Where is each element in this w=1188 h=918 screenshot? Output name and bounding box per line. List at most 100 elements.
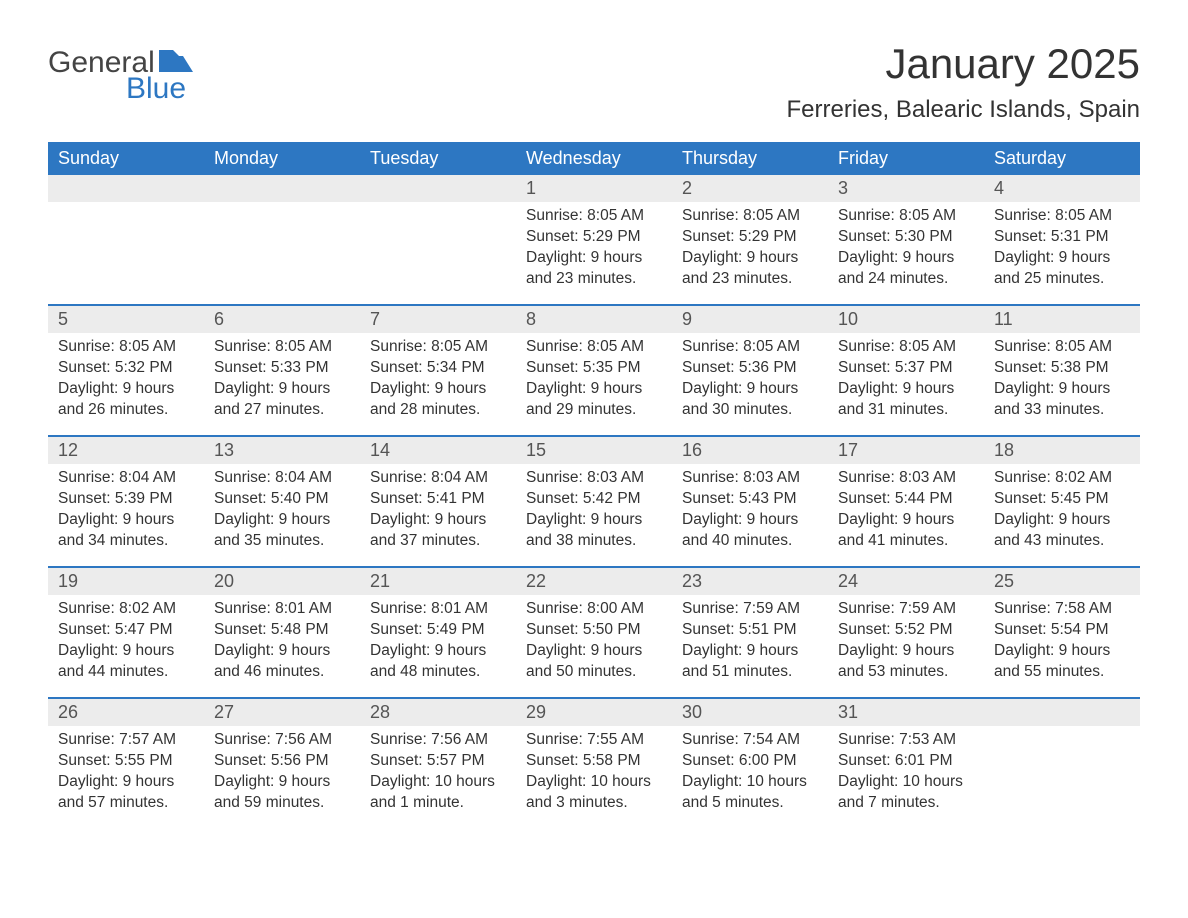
calendar-day-cell: 21Sunrise: 8:01 AMSunset: 5:49 PMDayligh… bbox=[360, 568, 516, 698]
sunset-text: Sunset: 5:52 PM bbox=[838, 620, 974, 641]
daylight-text: and 37 minutes. bbox=[370, 531, 506, 552]
daylight-text: Daylight: 9 hours bbox=[214, 772, 350, 793]
day-number-empty bbox=[984, 699, 1140, 726]
daylight-text: and 46 minutes. bbox=[214, 662, 350, 683]
day-details: Sunrise: 8:05 AMSunset: 5:34 PMDaylight:… bbox=[360, 333, 516, 431]
calendar-day-cell: 7Sunrise: 8:05 AMSunset: 5:34 PMDaylight… bbox=[360, 306, 516, 436]
sunrise-text: Sunrise: 8:01 AM bbox=[370, 599, 506, 620]
weekday-header: Saturday bbox=[984, 142, 1140, 175]
day-details: Sunrise: 8:00 AMSunset: 5:50 PMDaylight:… bbox=[516, 595, 672, 693]
sunset-text: Sunset: 5:42 PM bbox=[526, 489, 662, 510]
day-number: 6 bbox=[204, 306, 360, 333]
daylight-text: Daylight: 9 hours bbox=[214, 379, 350, 400]
sunset-text: Sunset: 5:50 PM bbox=[526, 620, 662, 641]
daylight-text: Daylight: 10 hours bbox=[526, 772, 662, 793]
daylight-text: and 30 minutes. bbox=[682, 400, 818, 421]
day-number: 18 bbox=[984, 437, 1140, 464]
day-details: Sunrise: 8:05 AMSunset: 5:35 PMDaylight:… bbox=[516, 333, 672, 431]
sunrise-text: Sunrise: 7:55 AM bbox=[526, 730, 662, 751]
day-number: 20 bbox=[204, 568, 360, 595]
day-number: 26 bbox=[48, 699, 204, 726]
daylight-text: Daylight: 9 hours bbox=[526, 641, 662, 662]
day-details: Sunrise: 8:05 AMSunset: 5:29 PMDaylight:… bbox=[672, 202, 828, 300]
daylight-text: and 33 minutes. bbox=[994, 400, 1130, 421]
weekday-header: Thursday bbox=[672, 142, 828, 175]
sunset-text: Sunset: 5:29 PM bbox=[682, 227, 818, 248]
daylight-text: and 50 minutes. bbox=[526, 662, 662, 683]
day-number: 30 bbox=[672, 699, 828, 726]
daylight-text: Daylight: 9 hours bbox=[682, 641, 818, 662]
day-details: Sunrise: 7:58 AMSunset: 5:54 PMDaylight:… bbox=[984, 595, 1140, 693]
daylight-text: and 7 minutes. bbox=[838, 793, 974, 814]
sunset-text: Sunset: 5:44 PM bbox=[838, 489, 974, 510]
daylight-text: Daylight: 9 hours bbox=[994, 248, 1130, 269]
sunset-text: Sunset: 5:37 PM bbox=[838, 358, 974, 379]
day-number: 31 bbox=[828, 699, 984, 726]
day-number: 24 bbox=[828, 568, 984, 595]
daylight-text: and 59 minutes. bbox=[214, 793, 350, 814]
daylight-text: and 43 minutes. bbox=[994, 531, 1130, 552]
day-number: 7 bbox=[360, 306, 516, 333]
daylight-text: Daylight: 9 hours bbox=[994, 510, 1130, 531]
month-title: January 2025 bbox=[787, 40, 1140, 88]
calendar-day-cell bbox=[48, 175, 204, 305]
calendar-day-cell: 26Sunrise: 7:57 AMSunset: 5:55 PMDayligh… bbox=[48, 699, 204, 829]
day-details: Sunrise: 8:05 AMSunset: 5:29 PMDaylight:… bbox=[516, 202, 672, 300]
day-details: Sunrise: 8:04 AMSunset: 5:40 PMDaylight:… bbox=[204, 464, 360, 562]
calendar-day-cell: 14Sunrise: 8:04 AMSunset: 5:41 PMDayligh… bbox=[360, 437, 516, 567]
calendar-day-cell: 30Sunrise: 7:54 AMSunset: 6:00 PMDayligh… bbox=[672, 699, 828, 829]
daylight-text: and 53 minutes. bbox=[838, 662, 974, 683]
daylight-text: Daylight: 9 hours bbox=[682, 248, 818, 269]
sunrise-text: Sunrise: 8:03 AM bbox=[838, 468, 974, 489]
calendar-day-cell: 28Sunrise: 7:56 AMSunset: 5:57 PMDayligh… bbox=[360, 699, 516, 829]
daylight-text: Daylight: 9 hours bbox=[214, 641, 350, 662]
logo-word-blue: Blue bbox=[126, 72, 186, 106]
calendar-body: 1Sunrise: 8:05 AMSunset: 5:29 PMDaylight… bbox=[48, 175, 1140, 829]
sunset-text: Sunset: 5:41 PM bbox=[370, 489, 506, 510]
sunrise-text: Sunrise: 7:53 AM bbox=[838, 730, 974, 751]
day-number: 22 bbox=[516, 568, 672, 595]
day-number-empty bbox=[360, 175, 516, 202]
day-number: 14 bbox=[360, 437, 516, 464]
calendar-day-cell: 19Sunrise: 8:02 AMSunset: 5:47 PMDayligh… bbox=[48, 568, 204, 698]
calendar-day-cell: 9Sunrise: 8:05 AMSunset: 5:36 PMDaylight… bbox=[672, 306, 828, 436]
sunset-text: Sunset: 5:38 PM bbox=[994, 358, 1130, 379]
calendar-day-cell: 17Sunrise: 8:03 AMSunset: 5:44 PMDayligh… bbox=[828, 437, 984, 567]
sunrise-text: Sunrise: 8:05 AM bbox=[682, 337, 818, 358]
daylight-text: Daylight: 9 hours bbox=[370, 379, 506, 400]
day-number-empty bbox=[48, 175, 204, 202]
day-number: 21 bbox=[360, 568, 516, 595]
header-row: General Blue January 2025 Ferreries, Bal… bbox=[48, 40, 1140, 136]
calendar-week: 19Sunrise: 8:02 AMSunset: 5:47 PMDayligh… bbox=[48, 568, 1140, 698]
day-details: Sunrise: 8:05 AMSunset: 5:31 PMDaylight:… bbox=[984, 202, 1140, 300]
sunset-text: Sunset: 5:29 PM bbox=[526, 227, 662, 248]
calendar-table: Sunday Monday Tuesday Wednesday Thursday… bbox=[48, 142, 1140, 829]
sunset-text: Sunset: 5:48 PM bbox=[214, 620, 350, 641]
day-number: 19 bbox=[48, 568, 204, 595]
daylight-text: and 55 minutes. bbox=[994, 662, 1130, 683]
calendar-day-cell: 3Sunrise: 8:05 AMSunset: 5:30 PMDaylight… bbox=[828, 175, 984, 305]
calendar-day-cell: 13Sunrise: 8:04 AMSunset: 5:40 PMDayligh… bbox=[204, 437, 360, 567]
weekday-header: Sunday bbox=[48, 142, 204, 175]
sunset-text: Sunset: 5:32 PM bbox=[58, 358, 194, 379]
day-details: Sunrise: 8:03 AMSunset: 5:44 PMDaylight:… bbox=[828, 464, 984, 562]
daylight-text: and 40 minutes. bbox=[682, 531, 818, 552]
sunset-text: Sunset: 6:00 PM bbox=[682, 751, 818, 772]
sunrise-text: Sunrise: 7:56 AM bbox=[214, 730, 350, 751]
daylight-text: Daylight: 9 hours bbox=[994, 641, 1130, 662]
daylight-text: Daylight: 10 hours bbox=[838, 772, 974, 793]
calendar-day-cell: 4Sunrise: 8:05 AMSunset: 5:31 PMDaylight… bbox=[984, 175, 1140, 305]
sunrise-text: Sunrise: 7:59 AM bbox=[838, 599, 974, 620]
sunset-text: Sunset: 5:51 PM bbox=[682, 620, 818, 641]
day-details: Sunrise: 8:05 AMSunset: 5:36 PMDaylight:… bbox=[672, 333, 828, 431]
day-number: 1 bbox=[516, 175, 672, 202]
sunrise-text: Sunrise: 8:05 AM bbox=[994, 337, 1130, 358]
sunrise-text: Sunrise: 8:00 AM bbox=[526, 599, 662, 620]
daylight-text: and 44 minutes. bbox=[58, 662, 194, 683]
sunrise-text: Sunrise: 8:01 AM bbox=[214, 599, 350, 620]
sunset-text: Sunset: 5:54 PM bbox=[994, 620, 1130, 641]
daylight-text: and 23 minutes. bbox=[526, 269, 662, 290]
sunrise-text: Sunrise: 8:05 AM bbox=[58, 337, 194, 358]
sunset-text: Sunset: 5:39 PM bbox=[58, 489, 194, 510]
sunset-text: Sunset: 5:36 PM bbox=[682, 358, 818, 379]
